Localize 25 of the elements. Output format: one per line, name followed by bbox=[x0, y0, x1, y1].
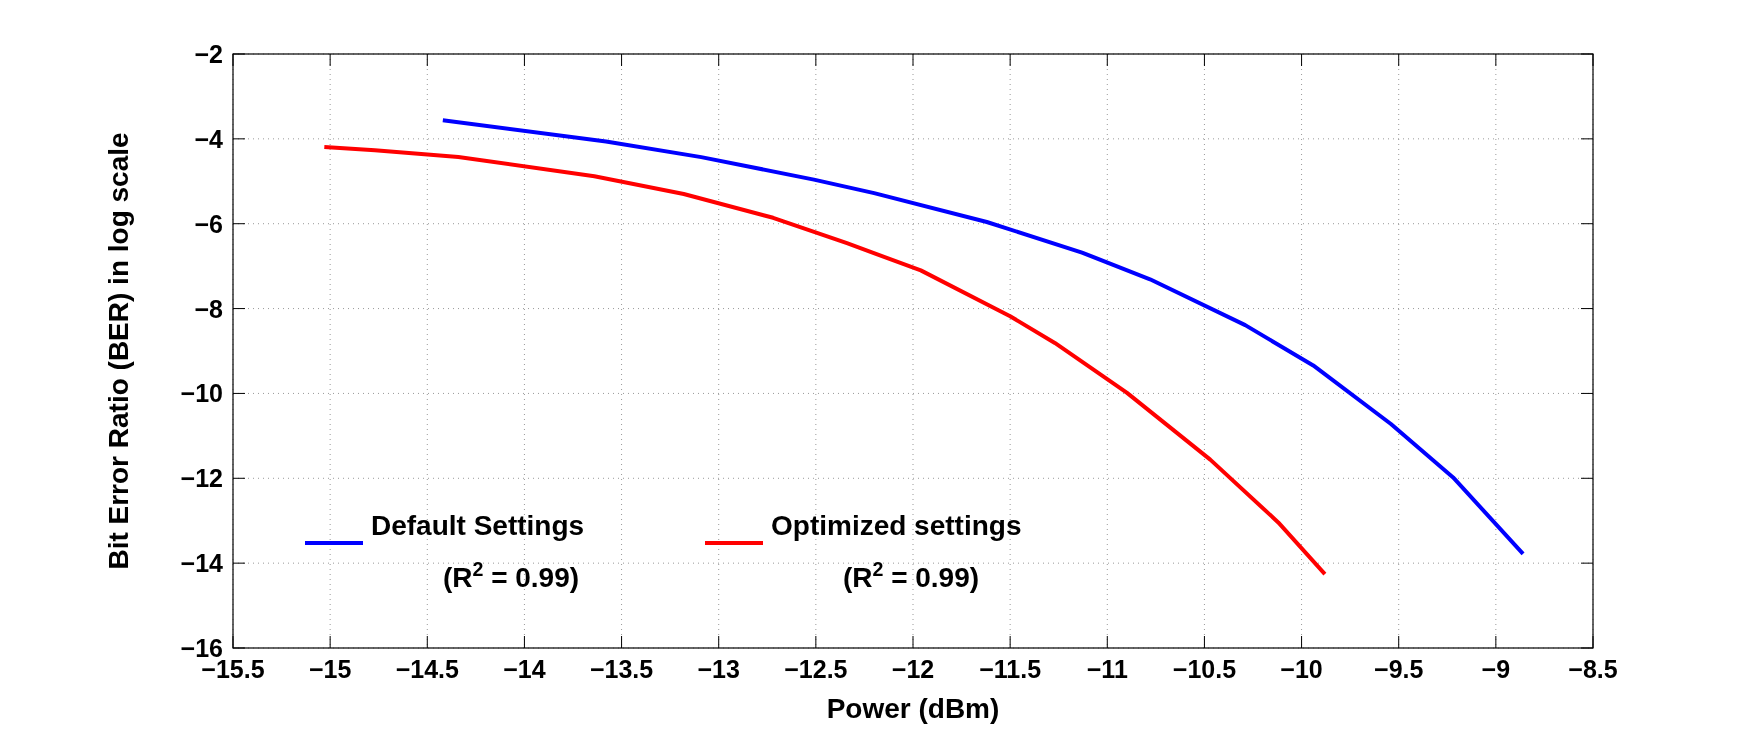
x-tick-label: −13 bbox=[697, 655, 740, 683]
x-tick-label: −15 bbox=[308, 655, 352, 683]
x-tick-label: −8.5 bbox=[1568, 655, 1618, 683]
legend-label: Optimized settings (R$^{2}$ = 0.99) bbox=[771, 510, 1022, 593]
x-axis-title: Power (dBm) bbox=[826, 693, 1000, 724]
x-tick-label: −14.5 bbox=[395, 655, 460, 683]
legend-label: Default Settings (R$^{2}$ = 0.99) bbox=[371, 510, 585, 593]
x-tick-label: −9.5 bbox=[1374, 655, 1424, 683]
x-tick-label: −12.5 bbox=[784, 655, 848, 683]
y-tick-label: −10 bbox=[180, 379, 223, 408]
y-tick-label: −4 bbox=[194, 124, 224, 153]
x-tick-label: −9 bbox=[1481, 655, 1511, 683]
x-tick-label: −11 bbox=[1086, 655, 1128, 683]
x-tick-label: −12 bbox=[891, 655, 935, 683]
x-tick-label: −14 bbox=[503, 655, 546, 683]
x-tick-label: −13.5 bbox=[589, 655, 654, 683]
y-tick-label: −14 bbox=[180, 549, 224, 578]
y-axis-title: Bit Error Ratio (BER) in log scale bbox=[103, 132, 134, 570]
x-tick-label: −10.5 bbox=[1172, 655, 1237, 683]
y-tick-label: −8 bbox=[194, 294, 224, 323]
y-tick-label: −6 bbox=[194, 209, 223, 238]
y-tick-label: −12 bbox=[180, 464, 223, 493]
y-tick-label: −2 bbox=[194, 40, 223, 68]
x-tick-label: −10 bbox=[1280, 655, 1323, 683]
x-tick-label: −11.5 bbox=[979, 655, 1042, 683]
